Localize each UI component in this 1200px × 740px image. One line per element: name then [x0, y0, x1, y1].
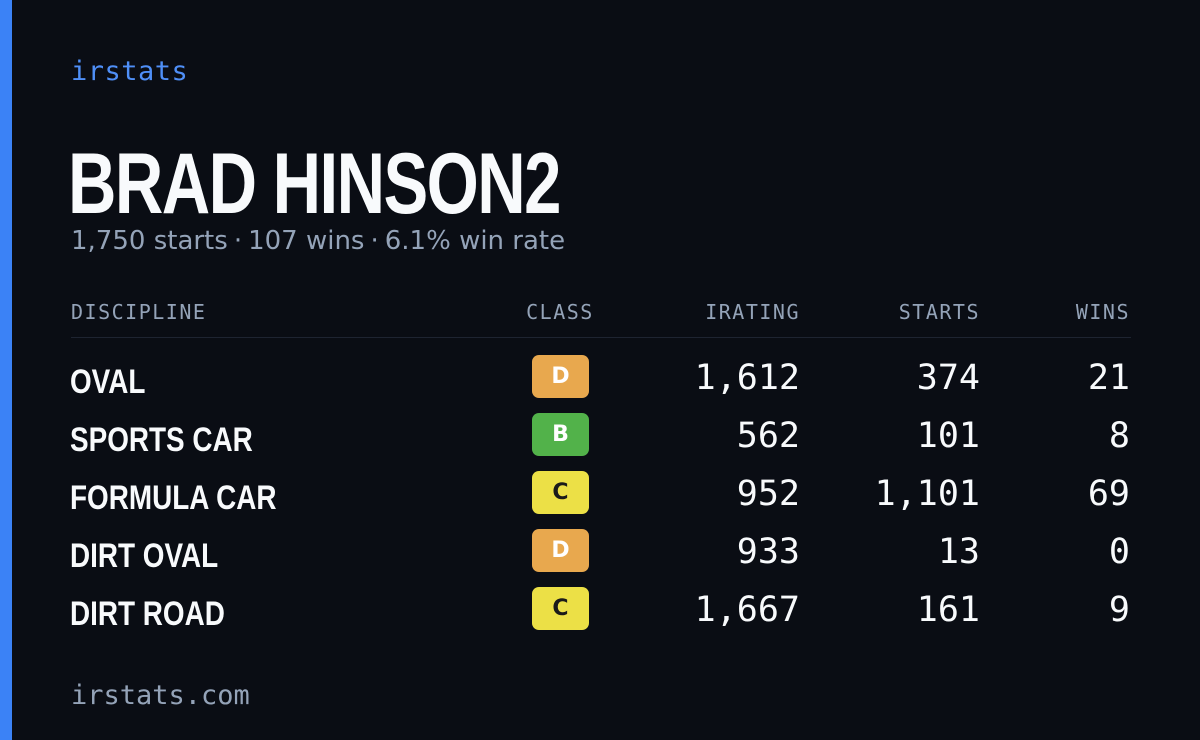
- table-row: DIRT ROAD C 1,667 161 9: [0, 587, 1200, 645]
- class-badge: D: [532, 529, 589, 572]
- class-badge: D: [532, 355, 589, 398]
- column-header-class: CLASS: [526, 300, 594, 324]
- table-row: DIRT OVAL D 933 13 0: [0, 529, 1200, 587]
- class-badge: C: [532, 471, 589, 514]
- driver-name: BRAD HINSON2: [68, 136, 561, 232]
- table-row: FORMULA CAR C 952 1,101 69: [0, 471, 1200, 529]
- header-divider: [71, 337, 1131, 338]
- starts-value: 101: [916, 416, 980, 456]
- class-badge: B: [532, 413, 589, 456]
- discipline-name: FORMULA CAR: [70, 479, 277, 517]
- class-badge: C: [532, 587, 589, 630]
- column-header-wins: WINS: [1075, 300, 1130, 324]
- brand-logo-text: irstats: [71, 56, 189, 87]
- summary-separator: ·: [233, 226, 243, 256]
- column-header-irating: IRATING: [705, 300, 800, 324]
- starts-value: 1,101: [874, 474, 980, 514]
- table-row: SPORTS CAR B 562 101 8: [0, 413, 1200, 471]
- summary-starts: 1,750 starts: [71, 226, 228, 256]
- irating-value: 1,612: [694, 358, 800, 398]
- irating-value: 933: [736, 532, 800, 572]
- discipline-name: OVAL: [70, 363, 146, 401]
- column-header-starts: STARTS: [898, 300, 980, 324]
- wins-value: 21: [1087, 358, 1130, 398]
- driver-summary: 1,750 starts · 107 wins · 6.1% win rate: [71, 226, 565, 256]
- discipline-name: DIRT ROAD: [70, 595, 225, 633]
- wins-value: 69: [1087, 474, 1130, 514]
- irating-value: 562: [736, 416, 800, 456]
- discipline-name: SPORTS CAR: [70, 421, 253, 459]
- wins-value: 0: [1108, 532, 1130, 572]
- starts-value: 374: [916, 358, 980, 398]
- wins-value: 9: [1108, 590, 1130, 630]
- irating-value: 952: [736, 474, 800, 514]
- summary-separator: ·: [370, 226, 379, 256]
- irating-value: 1,667: [694, 590, 800, 630]
- starts-value: 13: [937, 532, 980, 572]
- accent-bar: [0, 0, 12, 740]
- discipline-name: DIRT OVAL: [70, 537, 219, 575]
- wins-value: 8: [1108, 416, 1130, 456]
- footer-url: irstats.com: [71, 680, 250, 711]
- table-row: OVAL D 1,612 374 21: [0, 355, 1200, 413]
- summary-wins: 107 wins: [248, 226, 365, 256]
- starts-value: 161: [916, 590, 980, 630]
- column-header-discipline: DISCIPLINE: [71, 300, 207, 324]
- summary-win-rate: 6.1% win rate: [384, 226, 566, 256]
